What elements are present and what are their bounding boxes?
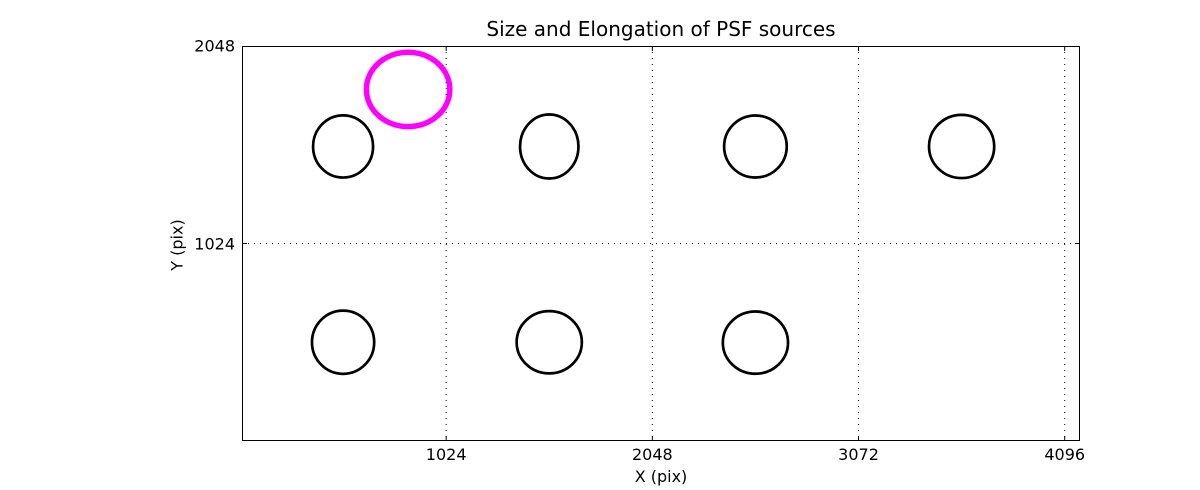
x-axis-label: X (pix) (634, 467, 688, 486)
x-tick-label: 2048 (631, 445, 673, 464)
y-tick-label: 2048 (194, 36, 235, 56)
psf-source-circle (722, 114, 789, 179)
outlier-circle (363, 49, 453, 130)
psf-source-circle (927, 113, 996, 180)
psf-source-circle (721, 310, 790, 376)
y-axis-label: Y (pix) (167, 219, 187, 271)
plot-canvas (242, 46, 1080, 441)
psf-source-circle (518, 113, 580, 180)
x-tick-label: 1024 (425, 445, 467, 464)
psf-source-circle (310, 309, 376, 376)
psf-source-circle (311, 114, 375, 179)
y-tick-label: 1024 (194, 234, 235, 253)
chart-title: Size and Elongation of PSF sources (486, 17, 836, 41)
axes-frame (242, 46, 1080, 441)
x-tick-label: 3072 (838, 445, 879, 464)
x-tick-label: 4096 (1044, 445, 1086, 464)
plot-area (242, 46, 1080, 441)
psf-source-circle (515, 309, 584, 375)
